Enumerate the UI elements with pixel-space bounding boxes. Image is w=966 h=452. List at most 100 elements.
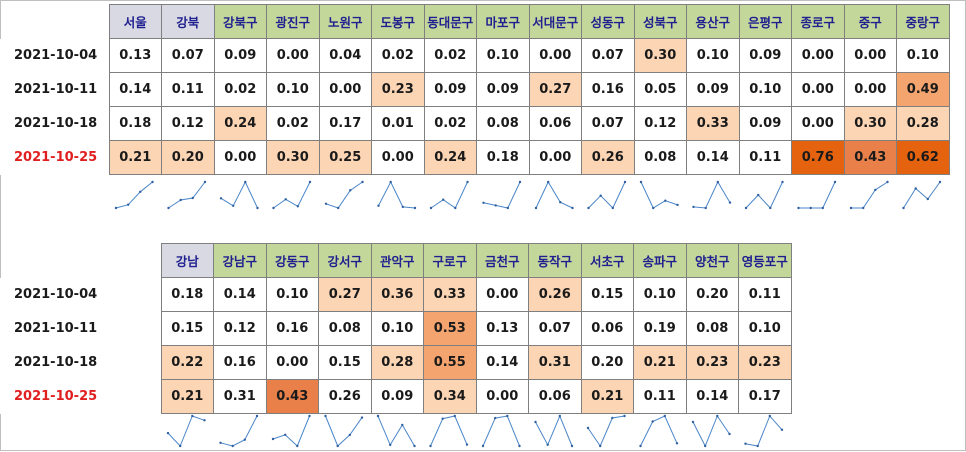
value-cell[interactable]: 0.09	[213, 38, 267, 73]
value-cell[interactable]: 0.34	[423, 379, 477, 414]
value-cell[interactable]: 0.18	[476, 140, 530, 175]
value-cell[interactable]: 0.33	[423, 277, 477, 312]
value-cell[interactable]: 0.07	[581, 38, 635, 73]
value-cell[interactable]: 0.09	[686, 72, 740, 107]
value-cell[interactable]: 0.00	[791, 106, 845, 141]
value-cell[interactable]: 0.08	[476, 106, 530, 141]
value-cell[interactable]: 0.10	[476, 38, 530, 73]
column-header[interactable]: 성동구	[581, 4, 635, 39]
value-cell[interactable]: 0.01	[371, 106, 425, 141]
value-cell[interactable]: 0.00	[843, 38, 897, 73]
value-cell[interactable]: 0.17	[738, 379, 792, 414]
column-header[interactable]: 마포구	[476, 4, 530, 39]
value-cell[interactable]: 0.13	[108, 38, 162, 73]
value-cell[interactable]: 0.15	[580, 277, 634, 312]
value-cell[interactable]: 0.00	[528, 140, 582, 175]
value-cell[interactable]: 0.02	[213, 72, 267, 107]
value-cell[interactable]: 0.11	[633, 379, 687, 414]
column-header[interactable]: 강북	[161, 4, 215, 39]
column-header[interactable]: 강남구	[213, 243, 267, 278]
value-cell[interactable]: 0.10	[370, 311, 424, 346]
column-header[interactable]: 동대문구	[423, 4, 477, 39]
value-cell[interactable]: 0.06	[528, 379, 582, 414]
column-header[interactable]: 서울	[108, 4, 162, 39]
value-cell[interactable]: 0.10	[896, 38, 950, 73]
column-header[interactable]: 용산구	[686, 4, 740, 39]
value-cell[interactable]: 0.23	[371, 72, 425, 107]
value-cell[interactable]: 0.23	[738, 345, 792, 380]
value-cell[interactable]: 0.55	[423, 345, 477, 380]
value-cell[interactable]: 0.19	[633, 311, 687, 346]
value-cell[interactable]: 0.09	[738, 38, 792, 73]
value-cell[interactable]: 0.21	[580, 379, 634, 414]
value-cell[interactable]: 0.14	[686, 140, 740, 175]
value-cell[interactable]: 0.09	[370, 379, 424, 414]
value-cell[interactable]: 0.33	[686, 106, 740, 141]
value-cell[interactable]: 0.16	[581, 72, 635, 107]
column-header[interactable]: 송파구	[633, 243, 687, 278]
value-cell[interactable]: 0.24	[213, 106, 267, 141]
column-header[interactable]: 강남	[160, 243, 214, 278]
column-header[interactable]: 노원구	[318, 4, 372, 39]
value-cell[interactable]: 0.18	[108, 106, 162, 141]
value-cell[interactable]: 0.20	[685, 277, 739, 312]
value-cell[interactable]: 0.00	[528, 38, 582, 73]
column-header[interactable]: 중구	[843, 4, 897, 39]
value-cell[interactable]: 0.31	[213, 379, 267, 414]
value-cell[interactable]: 0.15	[160, 311, 214, 346]
column-header[interactable]: 구로구	[423, 243, 477, 278]
value-cell[interactable]: 0.07	[528, 311, 582, 346]
value-cell[interactable]: 0.10	[686, 38, 740, 73]
column-header[interactable]: 서초구	[580, 243, 634, 278]
column-header[interactable]: 강북구	[213, 4, 267, 39]
column-header[interactable]: 광진구	[266, 4, 320, 39]
value-cell[interactable]: 0.14	[685, 379, 739, 414]
value-cell[interactable]: 0.10	[738, 72, 792, 107]
value-cell[interactable]: 0.05	[633, 72, 687, 107]
value-cell[interactable]: 0.07	[161, 38, 215, 73]
value-cell[interactable]: 0.14	[475, 345, 529, 380]
column-header[interactable]: 양천구	[685, 243, 739, 278]
value-cell[interactable]: 0.43	[843, 140, 897, 175]
value-cell[interactable]: 0.08	[318, 311, 372, 346]
column-header[interactable]: 중랑구	[896, 4, 950, 39]
value-cell[interactable]: 0.09	[476, 72, 530, 107]
value-cell[interactable]: 0.11	[161, 72, 215, 107]
value-cell[interactable]: 0.00	[266, 38, 320, 73]
value-cell[interactable]: 0.00	[475, 277, 529, 312]
value-cell[interactable]: 0.06	[580, 311, 634, 346]
value-cell[interactable]: 0.11	[738, 140, 792, 175]
value-cell[interactable]: 0.02	[423, 38, 477, 73]
value-cell[interactable]: 0.10	[265, 277, 319, 312]
value-cell[interactable]: 0.00	[265, 345, 319, 380]
column-header[interactable]: 종로구	[791, 4, 845, 39]
value-cell[interactable]: 0.26	[581, 140, 635, 175]
value-cell[interactable]: 0.28	[370, 345, 424, 380]
value-cell[interactable]: 0.30	[266, 140, 320, 175]
value-cell[interactable]: 0.26	[318, 379, 372, 414]
value-cell[interactable]: 0.49	[896, 72, 950, 107]
value-cell[interactable]: 0.76	[791, 140, 845, 175]
column-header[interactable]: 은평구	[738, 4, 792, 39]
column-header[interactable]: 서대문구	[528, 4, 582, 39]
value-cell[interactable]: 0.00	[791, 38, 845, 73]
column-header[interactable]: 강동구	[265, 243, 319, 278]
value-cell[interactable]: 0.21	[160, 379, 214, 414]
column-header[interactable]: 강서구	[318, 243, 372, 278]
value-cell[interactable]: 0.00	[318, 72, 372, 107]
value-cell[interactable]: 0.62	[896, 140, 950, 175]
value-cell[interactable]: 0.12	[633, 106, 687, 141]
value-cell[interactable]: 0.04	[318, 38, 372, 73]
value-cell[interactable]: 0.28	[896, 106, 950, 141]
value-cell[interactable]: 0.14	[213, 277, 267, 312]
value-cell[interactable]: 0.10	[738, 311, 792, 346]
value-cell[interactable]: 0.20	[580, 345, 634, 380]
column-header[interactable]: 동작구	[528, 243, 582, 278]
value-cell[interactable]: 0.26	[528, 277, 582, 312]
value-cell[interactable]: 0.22	[160, 345, 214, 380]
value-cell[interactable]: 0.27	[318, 277, 372, 312]
value-cell[interactable]: 0.21	[633, 345, 687, 380]
column-header[interactable]: 영등포구	[738, 243, 792, 278]
value-cell[interactable]: 0.11	[738, 277, 792, 312]
value-cell[interactable]: 0.14	[108, 72, 162, 107]
